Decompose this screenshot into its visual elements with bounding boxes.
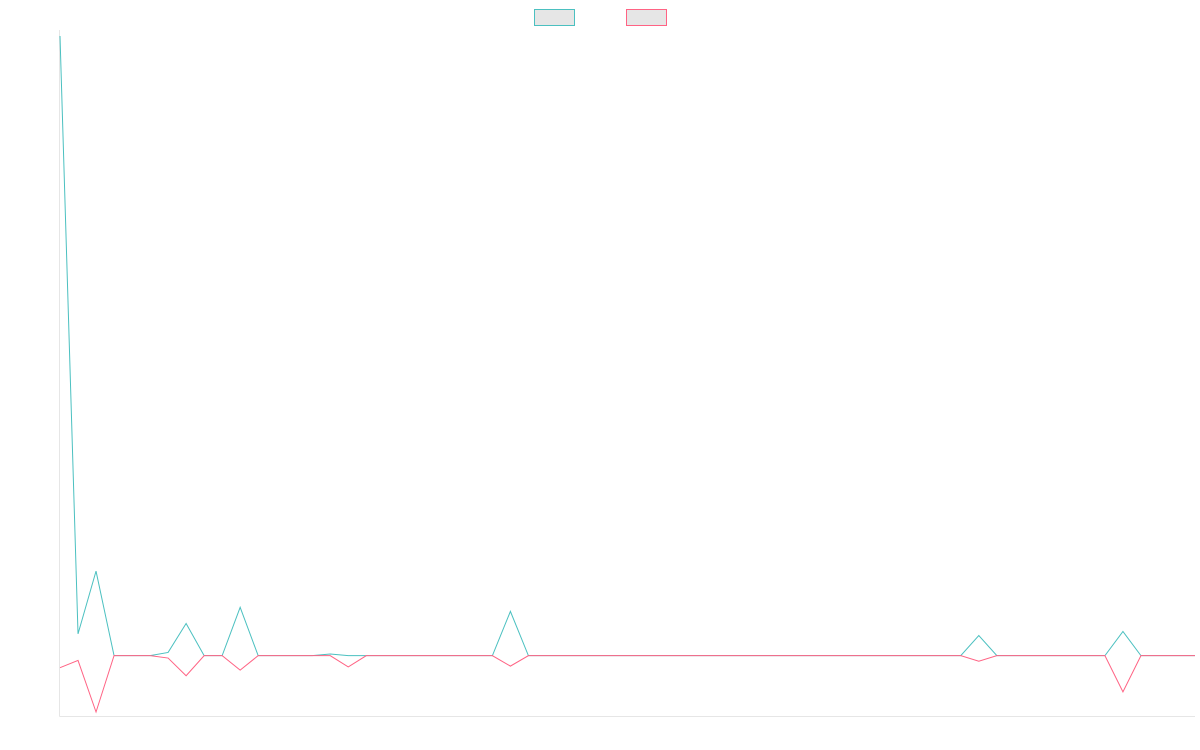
legend[interactable]	[534, 9, 667, 26]
legend-item-1[interactable]	[534, 9, 575, 26]
legend-swatch-2	[626, 9, 667, 26]
legend-swatch-1	[534, 9, 575, 26]
series-line-1[interactable]	[59, 35, 1195, 657]
legend-item-2[interactable]	[626, 9, 667, 26]
axes	[59, 30, 1195, 717]
series-line-2[interactable]	[59, 655, 1195, 714]
series-layer	[59, 35, 1195, 714]
